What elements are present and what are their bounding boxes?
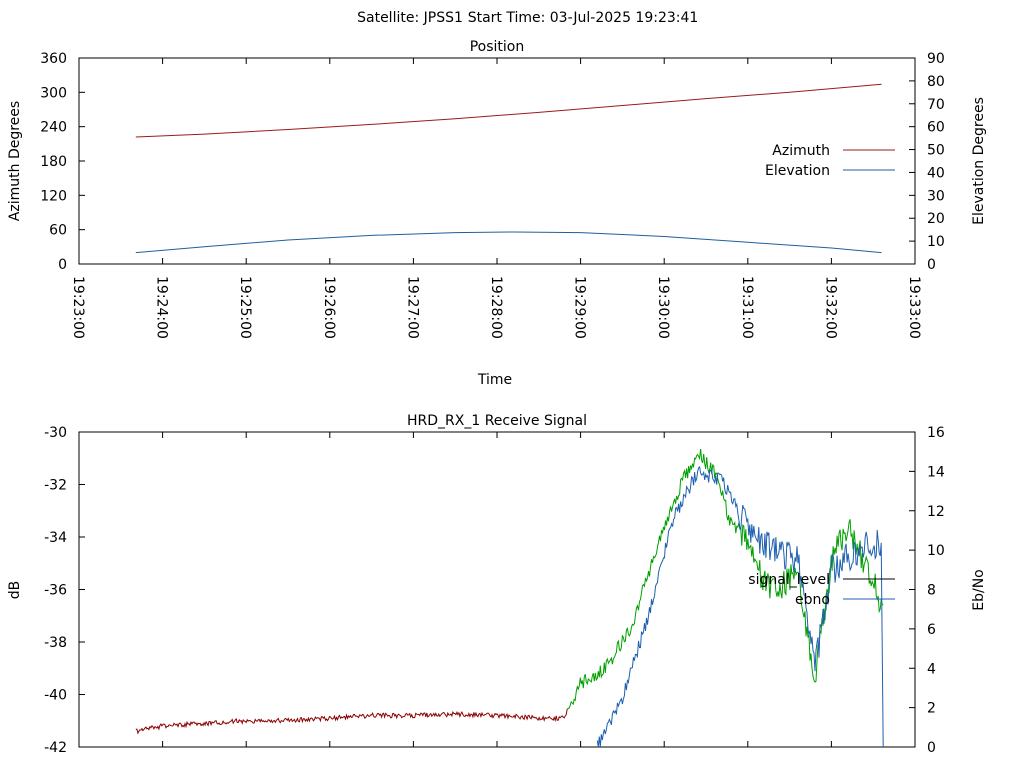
position-x-tick-label: 19:25:00 <box>237 276 253 339</box>
position-y-tick-label: 0 <box>58 257 67 273</box>
signal-y2-tick-label: 6 <box>927 622 936 638</box>
position-y2-tick-label: 60 <box>927 120 945 136</box>
position-x-tick-label: 19:23:00 <box>70 276 86 339</box>
position-y-tick-label: 120 <box>40 188 67 204</box>
receive-signal-chart: HRD_RX_1 Receive Signal dB Eb/No -42 -40 -… <box>7 413 987 756</box>
position-plot-border <box>78 57 916 265</box>
position-x-tick-label: 19:27:00 <box>404 276 420 339</box>
signal-y-tick-label: -30 <box>44 425 67 441</box>
signal-y2-tick-label: 2 <box>927 701 936 717</box>
position-x-tick-label: 19:26:00 <box>321 276 337 339</box>
signal-y2-tick-label: 4 <box>927 661 936 677</box>
legend-label-ebno: ebno <box>795 592 830 608</box>
signal-y2-tick-label: 8 <box>927 583 936 599</box>
signal-y2-tick-label: 16 <box>927 425 945 441</box>
series-line-elevation <box>135 231 882 254</box>
position-y-tick-label: 360 <box>40 51 67 67</box>
position-y2-tick-label: 70 <box>927 97 945 113</box>
signal-y2-tick-label: 14 <box>927 464 945 480</box>
position-y2-tick-label: 10 <box>927 234 945 250</box>
series-line-azimuth <box>135 83 882 138</box>
signal-y-tick-label: -36 <box>44 583 67 599</box>
position-y-tick-label: 300 <box>40 85 67 101</box>
position-y2-tick-label: 50 <box>927 143 945 159</box>
series-line-signal-level <box>135 708 568 735</box>
signal-y-tick-label: -34 <box>44 530 67 546</box>
position-y2-tick-label: 40 <box>927 165 945 181</box>
legend-label-elevation: Elevation <box>765 163 830 179</box>
signal-y2-axis-label: Eb/No <box>971 569 987 611</box>
position-y2-axis-label: Elevation Degrees <box>971 97 987 225</box>
signal-y-tick-label: -40 <box>44 688 67 704</box>
position-y-tick-label: 60 <box>49 223 67 239</box>
signal-title: HRD_RX_1 Receive Signal <box>407 413 587 429</box>
position-y2-tick-label: 90 <box>927 51 945 67</box>
position-title: Position <box>470 39 525 55</box>
signal-y2-tick-label: 10 <box>927 543 945 559</box>
position-x-axis-label: Time <box>477 372 512 388</box>
position-y2-tick-label: 30 <box>927 188 945 204</box>
position-x-tick-label: 19:28:00 <box>488 276 504 339</box>
position-x-tick-label: 19:32:00 <box>822 276 838 339</box>
legend-label-signal-level: signal_level <box>748 572 830 588</box>
position-x-tick-label: 19:29:00 <box>572 276 588 339</box>
position-chart: Position Time Azimuth Degrees Elevation … <box>7 39 987 388</box>
signal-y2-tick-label: 0 <box>927 740 936 756</box>
position-x-tick-label: 19:30:00 <box>655 276 671 339</box>
position-y2-tick-label: 80 <box>927 74 945 90</box>
legend-label-azimuth: Azimuth <box>772 143 830 159</box>
position-x-tick-label: 19:33:00 <box>906 276 922 339</box>
position-x-tick-label: 19:24:00 <box>154 276 170 339</box>
signal-y-tick-label: -38 <box>44 635 67 651</box>
signal-y-axis-label: dB <box>7 581 23 600</box>
signal-y2-tick-label: 12 <box>927 504 945 520</box>
start-time-label: Start Time: 03-Jul-2025 19:23:41 <box>468 10 699 26</box>
satellite-label: Satellite: JPSS1 <box>357 10 463 26</box>
signal-y-tick-label: -42 <box>44 740 67 756</box>
position-y-tick-label: 240 <box>40 120 67 136</box>
signal-y-tick-label: -32 <box>44 478 67 494</box>
position-y-tick-label: 180 <box>40 154 67 170</box>
position-y2-tick-label: 20 <box>927 211 945 227</box>
position-y-axis-label: Azimuth Degrees <box>7 101 23 221</box>
series-line-ebno <box>596 465 884 748</box>
position-x-tick-label: 19:31:00 <box>739 276 755 339</box>
position-y2-tick-label: 0 <box>927 257 936 273</box>
